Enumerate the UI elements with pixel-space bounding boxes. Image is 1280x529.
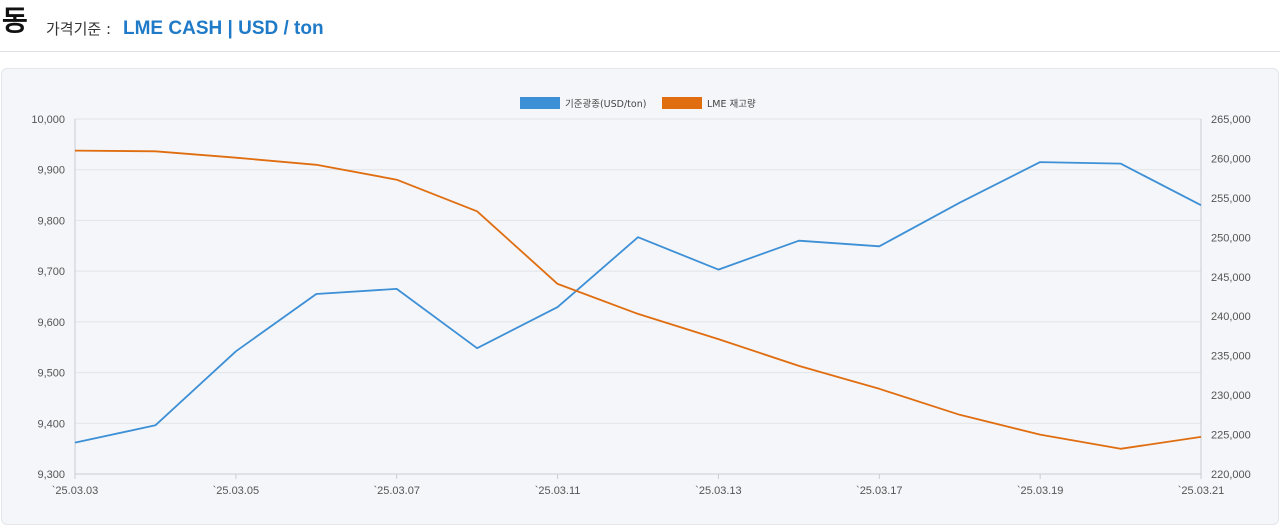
y-left-tick-label: 9,500 [37,368,65,380]
x-tick-label: `25.03.19 [1017,485,1063,497]
y-right-tick-label: 250,000 [1211,232,1251,244]
y-right-tick-label: 220,000 [1211,469,1251,481]
y-right-tick-label: 240,000 [1211,311,1251,323]
legend-swatch [520,97,560,109]
y-right-tick-label: 265,000 [1211,114,1251,126]
y-right-tick-label: 230,000 [1211,390,1251,402]
x-tick-label: `25.03.11 [535,485,581,497]
metal-title: 동 [2,4,28,37]
x-tick-label: `25.03.05 [213,485,259,497]
price-series-line [74,161,1202,444]
x-tick-label: `25.03.03 [52,485,98,497]
y-right-tick-label: 255,000 [1211,193,1251,205]
y-right-tick-label: 260,000 [1211,153,1251,165]
y-right-tick-label: 235,000 [1211,351,1251,363]
y-left-tick-label: 9,300 [37,469,65,481]
legend-label: 기준광종(USD/ton) [565,98,646,110]
legend-label: LME 재고량 [707,98,756,110]
y-left-tick-label: 9,700 [37,266,65,278]
x-tick-label: `25.03.21 [1178,485,1224,497]
y-right-tick-label: 245,000 [1211,272,1251,284]
y-left-tick-label: 9,400 [37,418,65,430]
x-tick-label: `25.03.07 [373,485,419,497]
inventory-series-line [74,149,1202,450]
y-left-tick-label: 10,000 [31,114,65,126]
x-tick-label: `25.03.17 [856,485,902,497]
page-header: 동 가격기준 : LME CASH | USD / ton [0,0,1280,52]
price-basis-value: LME CASH | USD / ton [123,18,324,39]
y-left-tick-label: 9,600 [37,317,65,329]
y-right-tick-label: 225,000 [1211,430,1251,442]
x-tick-label: `25.03.13 [695,485,741,497]
price-basis-label: 가격기준 : [46,20,112,38]
y-left-tick-label: 9,900 [37,165,65,177]
y-left-tick-label: 9,800 [37,215,65,227]
chart-panel [1,68,1279,525]
legend-swatch [662,97,702,109]
